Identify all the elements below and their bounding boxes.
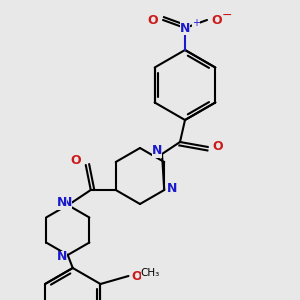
Text: O: O (131, 269, 142, 283)
Text: N: N (180, 22, 190, 34)
Text: N: N (57, 196, 67, 209)
Text: N: N (61, 196, 72, 208)
Text: +: + (192, 18, 200, 28)
Text: −: − (222, 8, 232, 22)
Text: N: N (152, 145, 162, 158)
Text: O: O (148, 14, 158, 26)
Text: O: O (70, 154, 81, 167)
Text: CH₃: CH₃ (141, 268, 160, 278)
Text: N: N (167, 182, 177, 194)
Text: O: O (212, 14, 222, 26)
Text: N: N (57, 250, 67, 263)
Text: O: O (213, 140, 223, 154)
